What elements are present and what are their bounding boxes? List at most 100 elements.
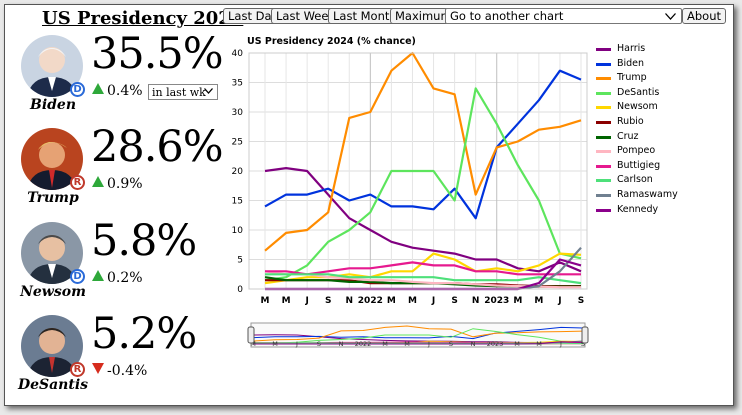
candidate-name: Trump	[27, 190, 79, 206]
candidate-name: Biden	[29, 97, 77, 113]
candidate-percent: 5.2%	[91, 309, 197, 359]
avatar	[21, 35, 83, 97]
avatar	[21, 222, 83, 284]
period-select[interactable]: in last wk	[148, 84, 218, 100]
candidate-card-newsom: D Newsom 5.8% 0.2%	[17, 216, 227, 312]
up-arrow-icon	[92, 83, 104, 94]
legend-label: Kennedy	[617, 203, 659, 215]
series-line-newsom	[264, 252, 582, 285]
chart-select-value: Go to another chart	[450, 9, 564, 23]
down-arrow-icon	[92, 363, 104, 374]
last-week-button[interactable]: Last Week	[271, 8, 341, 24]
line-chart: US Presidency 2024 (% chance) 0 5 10 15 20 25…	[232, 36, 589, 348]
navigator-left-handle[interactable]	[247, 326, 255, 344]
legend-label: Buttigieg	[617, 159, 661, 171]
y-tick-label: 0	[237, 285, 243, 295]
candidate-name: DeSantis	[17, 377, 89, 393]
republican-badge-icon: R	[70, 175, 85, 190]
x-tick-label: M	[534, 296, 543, 306]
x-tick-label: S	[578, 296, 584, 306]
navigator-tick-label: S	[317, 340, 321, 348]
x-tick-label: M	[387, 296, 396, 306]
legend-label: Biden	[617, 57, 645, 69]
page-title: US Presidency 2024	[42, 8, 244, 29]
republican-badge-icon: R	[70, 362, 85, 377]
navigator-line-biden	[252, 326, 584, 340]
x-tick-label: M	[408, 296, 417, 306]
legend-swatch	[596, 77, 611, 81]
navigator-line-trump	[252, 325, 584, 342]
axes: 0 5 10 15 20 25 30 35 40 M M J S N 2022 M M J S N 2023 M M J S	[232, 49, 588, 306]
candidate-card-biden: D Biden 35.5% 0.4% in last wk	[17, 29, 227, 125]
about-button[interactable]: About	[682, 8, 727, 24]
candidate-change: 0.2%	[92, 270, 143, 286]
maximum-button[interactable]: Maximum	[390, 8, 457, 24]
legend-label: DeSantis	[617, 86, 660, 98]
avatar	[21, 128, 83, 190]
navigator-tick-label: S	[449, 340, 453, 348]
navigator-tick-label: J	[427, 340, 430, 348]
navigator-tick-label: 2023	[487, 340, 504, 348]
change-value: 0.9%	[107, 176, 143, 192]
series-line-harris	[264, 167, 582, 273]
candidate-percent: 5.8%	[91, 216, 197, 266]
legend-label: Ramaswamy	[617, 188, 678, 200]
y-tick-label: 5	[237, 256, 243, 266]
democrat-badge-icon: D	[70, 82, 85, 97]
range-navigator[interactable]: M M J S N 2022 M M J S N 2023 M M J S	[247, 322, 589, 348]
candidate-change: -0.4%	[92, 363, 147, 379]
navigator-right-handle[interactable]	[581, 326, 589, 344]
y-tick-label: 30	[232, 108, 244, 118]
plot-border	[248, 52, 588, 290]
candidate-change: 0.9%	[92, 176, 143, 192]
x-tick-label: J	[304, 296, 308, 306]
y-tick-label: 10	[232, 226, 244, 236]
last-month-button[interactable]: Last Month	[328, 8, 402, 24]
up-arrow-icon	[92, 176, 104, 187]
candidate-change: 0.4%	[92, 83, 143, 99]
legend-label: Harris	[617, 43, 646, 54]
navigator-tick-label: 2022	[355, 340, 372, 348]
navigator-tick-label: M	[404, 340, 410, 348]
change-value: -0.4%	[107, 363, 148, 379]
change-value: 0.2%	[107, 270, 143, 286]
x-tick-label: S	[325, 296, 331, 306]
legend-swatch	[596, 150, 611, 154]
candidate-card-trump: R Trump 28.6% 0.9%	[17, 122, 227, 218]
chevron-down-icon	[665, 13, 676, 20]
legend-swatch	[596, 193, 611, 197]
legend-swatch	[596, 48, 611, 51]
legend-label: Cruz	[617, 130, 639, 142]
chart-select[interactable]: Go to another chart	[445, 8, 682, 24]
x-tick-label: J	[557, 296, 561, 306]
y-tick-label: 35	[232, 79, 243, 89]
navigator-tick-label: S	[581, 340, 585, 348]
change-value: 0.4%	[107, 83, 143, 99]
chevron-down-icon	[204, 88, 213, 94]
legend-swatch	[596, 91, 611, 95]
navigator-tick-label: M	[536, 340, 542, 348]
navigator-line-desantis	[252, 328, 584, 344]
navigator-line-kennedy	[253, 341, 584, 345]
navigator-tick-label: J	[295, 340, 298, 348]
legend-swatch	[596, 164, 611, 168]
x-tick-label: N	[345, 296, 353, 306]
navigator-tick-label: M	[250, 340, 256, 348]
navigator-tick-label: N	[339, 340, 344, 348]
y-tick-label: 25	[232, 138, 243, 148]
navigator-tick-label: J	[559, 340, 562, 348]
x-tick-label: M	[261, 296, 270, 306]
last-day-button[interactable]: Last Day	[223, 8, 284, 24]
x-tick-label: M	[513, 296, 522, 306]
legend-label: Rubio	[617, 115, 644, 127]
legend-swatch	[596, 135, 611, 139]
legend-swatch	[596, 120, 611, 124]
up-arrow-icon	[92, 270, 104, 281]
navigator-line-carlson	[253, 342, 584, 345]
period-select-value: in last wk	[152, 86, 206, 99]
series-line-trump	[264, 51, 582, 252]
navigator-tick-label: M	[514, 340, 520, 348]
legend-swatch	[596, 62, 611, 66]
x-tick-label: 2023	[484, 296, 509, 306]
y-tick-label: 20	[232, 167, 244, 177]
